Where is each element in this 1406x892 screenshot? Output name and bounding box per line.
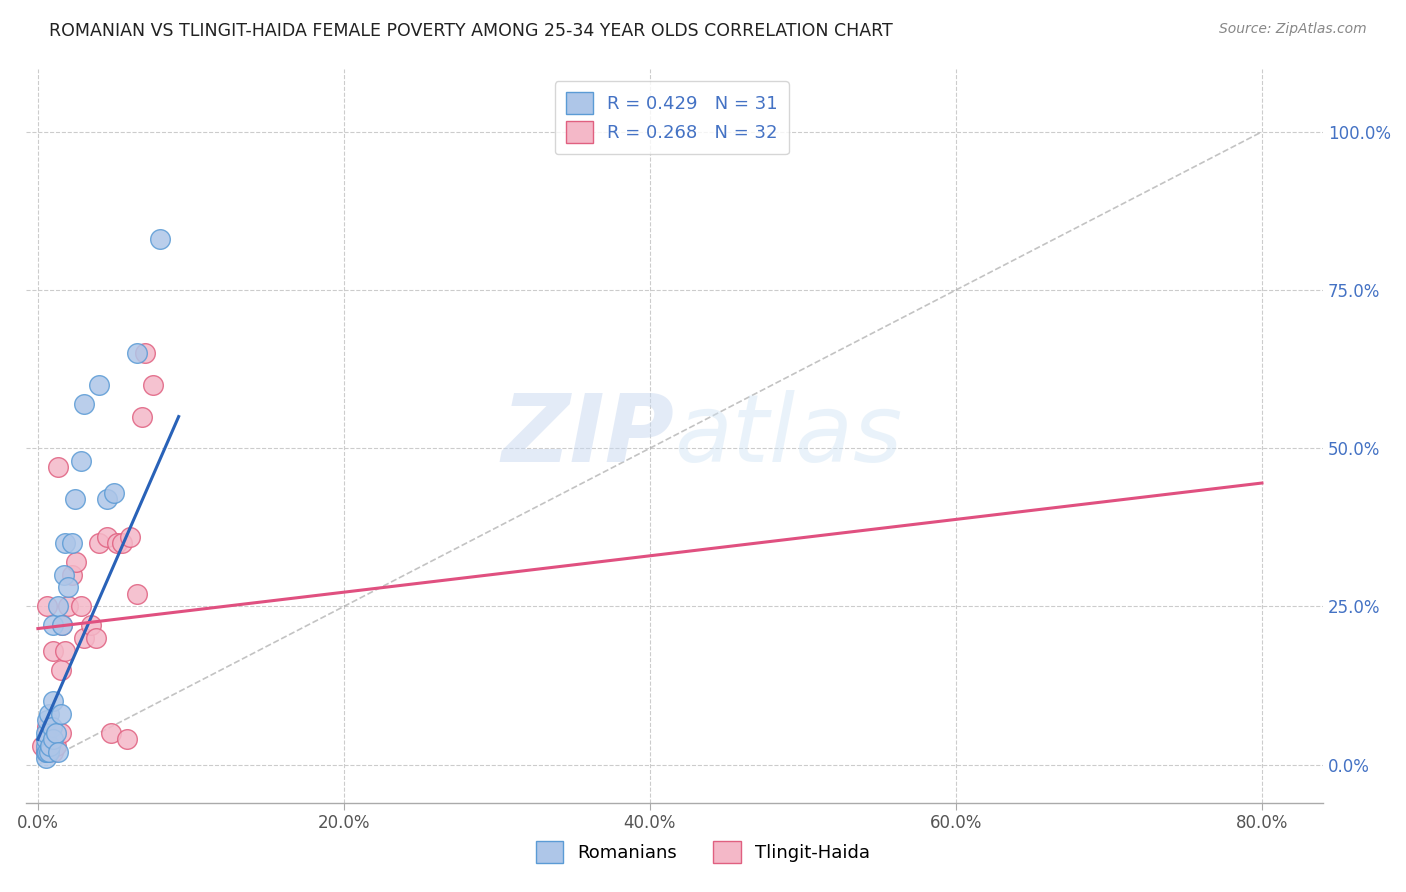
Legend: Romanians, Tlingit-Haida: Romanians, Tlingit-Haida — [526, 830, 880, 874]
Point — [134, 346, 156, 360]
Point — [45, 739, 67, 753]
Text: atlas: atlas — [675, 390, 903, 481]
Text: ROMANIAN VS TLINGIT-HAIDA FEMALE POVERTY AMONG 25-34 YEAR OLDS CORRELATION CHART: ROMANIAN VS TLINGIT-HAIDA FEMALE POVERTY… — [49, 22, 893, 40]
Point — [34, 732, 56, 747]
Point — [34, 751, 56, 765]
Point — [45, 726, 67, 740]
Point — [49, 663, 72, 677]
Point — [34, 745, 56, 759]
Point — [46, 599, 69, 614]
Point — [84, 631, 107, 645]
Point — [34, 739, 56, 753]
Point — [63, 491, 86, 506]
Point — [69, 454, 91, 468]
Point — [52, 567, 75, 582]
Point — [73, 397, 96, 411]
Point — [46, 745, 69, 759]
Point — [46, 460, 69, 475]
Legend: R = 0.429   N = 31, R = 0.268   N = 32: R = 0.429 N = 31, R = 0.268 N = 32 — [555, 81, 789, 154]
Point — [49, 706, 72, 721]
Point — [55, 536, 77, 550]
Point — [42, 644, 65, 658]
Point — [55, 644, 77, 658]
Point — [103, 485, 125, 500]
Point — [118, 530, 141, 544]
Point — [38, 745, 60, 759]
Point — [100, 726, 122, 740]
Point — [115, 732, 138, 747]
Point — [80, 618, 103, 632]
Point — [73, 631, 96, 645]
Point — [38, 706, 60, 721]
Text: Source: ZipAtlas.com: Source: ZipAtlas.com — [1219, 22, 1367, 37]
Point — [65, 555, 87, 569]
Point — [96, 491, 118, 506]
Point — [69, 599, 91, 614]
Point — [51, 618, 73, 632]
Point — [49, 726, 72, 740]
Point — [42, 732, 65, 747]
Point — [111, 536, 134, 550]
Point — [34, 745, 56, 759]
Point — [58, 581, 80, 595]
Point — [149, 232, 172, 246]
Point — [131, 409, 153, 424]
Point — [39, 726, 62, 740]
Point — [127, 346, 149, 360]
Point — [35, 720, 58, 734]
Point — [87, 378, 110, 392]
Point — [142, 378, 165, 392]
Point — [42, 745, 65, 759]
Point — [38, 745, 60, 759]
Point — [42, 694, 65, 708]
Point — [58, 599, 80, 614]
Text: ZIP: ZIP — [502, 390, 675, 482]
Point — [41, 720, 63, 734]
Point — [34, 726, 56, 740]
Point — [35, 599, 58, 614]
Point — [60, 536, 83, 550]
Point — [42, 618, 65, 632]
Point — [35, 714, 58, 728]
Point — [107, 536, 129, 550]
Point — [35, 745, 58, 759]
Point — [39, 739, 62, 753]
Point — [60, 567, 83, 582]
Point — [51, 618, 73, 632]
Point — [127, 587, 149, 601]
Point — [87, 536, 110, 550]
Point — [31, 739, 53, 753]
Point — [96, 530, 118, 544]
